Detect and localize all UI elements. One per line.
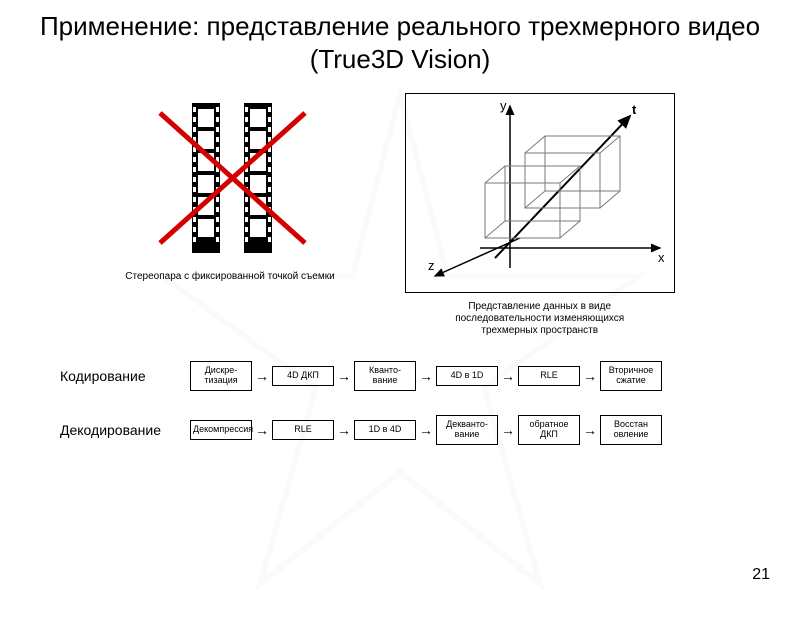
dec-box-0: Декомпрессия: [190, 420, 252, 440]
encoding-flow: Дискре-тизация → 4D ДКП → Кванто-вание →…: [190, 361, 662, 391]
dec-box-2: 1D в 4D: [354, 420, 416, 440]
enc-box-1: 4D ДКП: [272, 366, 334, 386]
stereo-caption: Стереопара с фиксированной точкой съемки: [125, 271, 334, 283]
decoding-label: Декодирование: [60, 422, 190, 438]
dec-box-1: RLE: [272, 420, 334, 440]
axis-z-label: z: [428, 258, 435, 273]
arrow-icon: →: [501, 368, 515, 384]
arrow-icon: →: [419, 422, 433, 438]
dec-box-3: Декванто-вание: [436, 415, 498, 445]
enc-box-3: 4D в 1D: [436, 366, 498, 386]
cube-axes-icon: x y z t: [410, 98, 670, 283]
arrow-icon: →: [583, 368, 597, 384]
page-title: Применение: представление реального трех…: [0, 0, 800, 75]
page-number: 21: [752, 566, 770, 584]
arrow-icon: →: [419, 368, 433, 384]
decoding-flow: Декомпрессия → RLE → 1D в 4D → Декванто-…: [190, 415, 662, 445]
cube-sequence-panel: x y z t Представление данных в виде посл…: [405, 93, 675, 337]
enc-box-5: Вторичное сжатие: [600, 361, 662, 391]
arrow-icon: →: [255, 422, 269, 438]
film-strip-cross-icon: [130, 93, 330, 263]
dec-box-5: Восстан овление: [600, 415, 662, 445]
enc-box-2: Кванто-вание: [354, 361, 416, 391]
arrow-icon: →: [337, 368, 351, 384]
enc-box-4: RLE: [518, 366, 580, 386]
cube-caption: Представление данных в виде последовател…: [430, 301, 650, 337]
stereo-pair-panel: Стереопара с фиксированной точкой съемки: [125, 93, 334, 337]
axis-x-label: x: [658, 250, 665, 265]
axis-t-label: t: [632, 102, 637, 117]
dec-box-4: обратное ДКП: [518, 415, 580, 445]
arrow-icon: →: [583, 422, 597, 438]
encoding-label: Кодирование: [60, 368, 190, 384]
axis-y-label: y: [500, 98, 507, 113]
enc-box-0: Дискре-тизация: [190, 361, 252, 391]
arrow-icon: →: [255, 368, 269, 384]
decoding-section: Декодирование Декомпрессия → RLE → 1D в …: [60, 415, 800, 445]
encoding-section: Кодирование Дискре-тизация → 4D ДКП → Кв…: [60, 361, 800, 391]
arrow-icon: →: [501, 422, 515, 438]
arrow-icon: →: [337, 422, 351, 438]
